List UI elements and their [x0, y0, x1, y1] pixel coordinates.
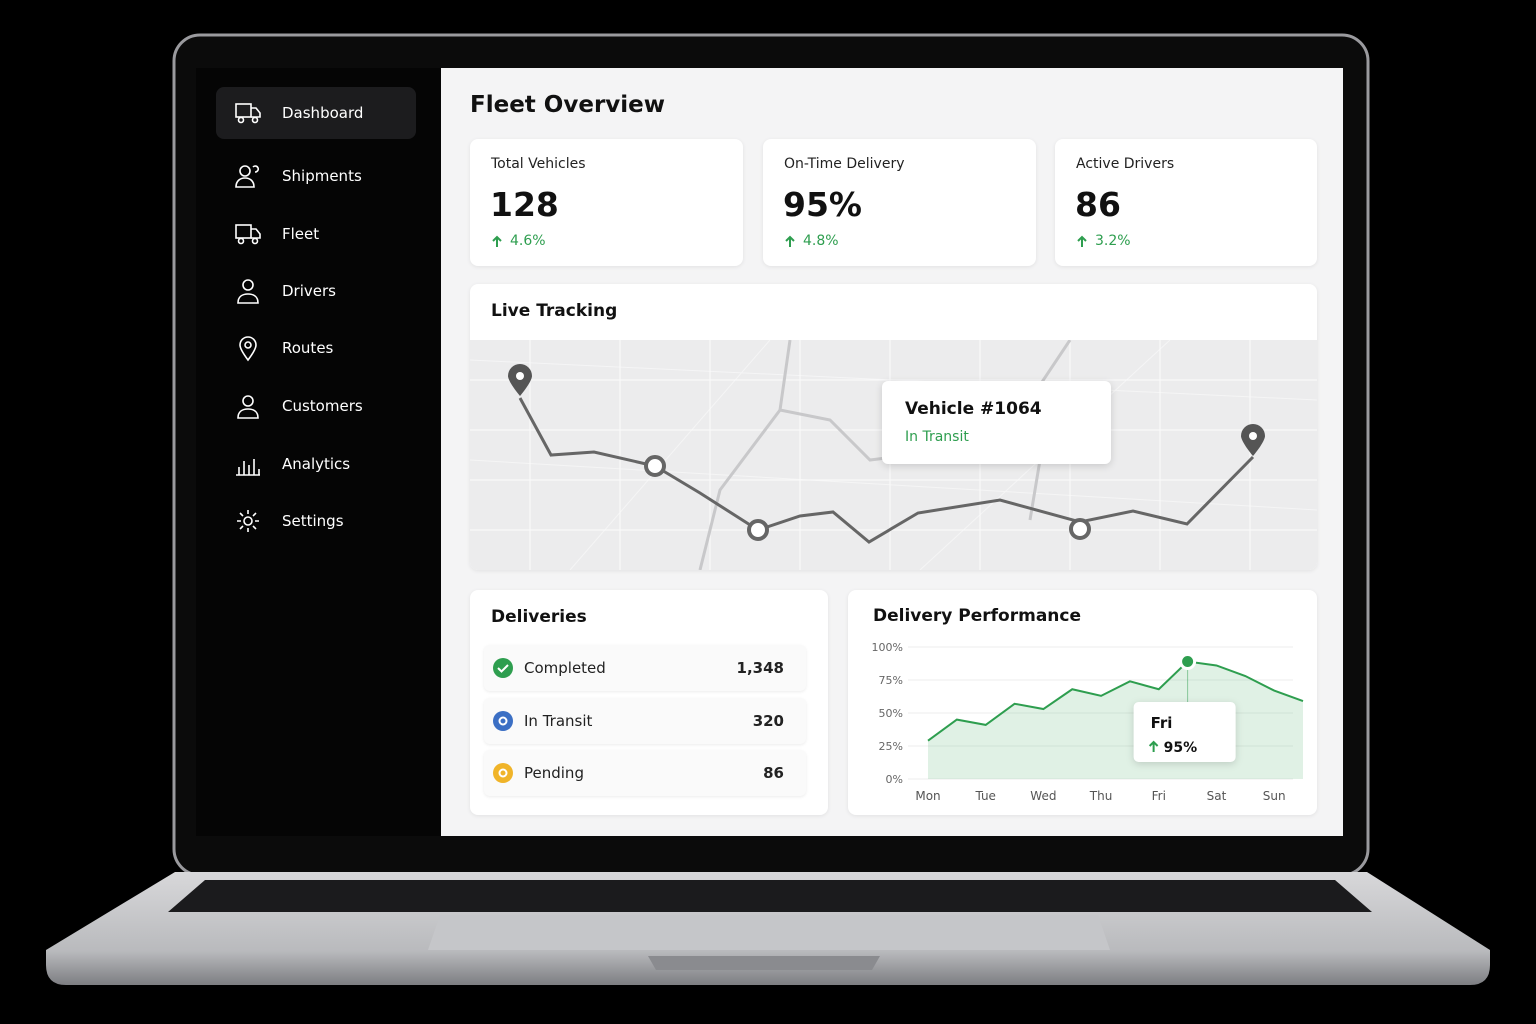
card-title: Live Tracking — [491, 301, 618, 321]
nav-label: Routes — [282, 339, 334, 357]
kpi-change: 3.2% — [1095, 233, 1131, 249]
icon — [235, 224, 261, 245]
y-tick-label: 75% — [879, 674, 903, 687]
icon — [1077, 235, 1087, 247]
vehicle-status: In Transit — [905, 429, 969, 445]
x-tick-label: Wed — [1030, 789, 1056, 803]
nav-item[interactable]: Analytics — [216, 438, 416, 490]
x-tick-label: Sat — [1207, 789, 1227, 803]
delivery-row[interactable]: Pending 86 — [484, 750, 806, 796]
nav-label: Settings — [282, 512, 344, 530]
kpi-card: Active Drivers 86 3.2% — [1055, 139, 1317, 266]
delivery-count: 86 — [763, 764, 784, 782]
icon — [235, 103, 261, 124]
icon — [236, 459, 260, 476]
icon — [493, 763, 513, 783]
icon — [492, 235, 502, 247]
kpi-value: 128 — [490, 185, 559, 224]
icon — [237, 279, 259, 304]
kpi-card: Total Vehicles 128 4.6% — [470, 139, 743, 266]
delivery-count: 1,348 — [736, 659, 784, 677]
nav-label: Drivers — [282, 282, 336, 300]
icon — [493, 658, 513, 678]
kpi-label: Active Drivers — [1076, 156, 1175, 172]
line-area — [928, 661, 1303, 779]
deliveries-card: Deliveries Completed 1,348 In Transit 320 Pe… — [470, 590, 828, 815]
sidebar — [196, 68, 441, 836]
y-tick-label: 50% — [879, 707, 903, 720]
kpi-value: 86 — [1075, 185, 1121, 224]
nav-item[interactable]: Shipments — [216, 150, 416, 202]
delivery-label: Completed — [524, 659, 606, 677]
nav-label: Customers — [282, 397, 363, 415]
nav-item[interactable]: Customers — [216, 380, 416, 432]
delivery-row[interactable]: Completed 1,348 — [484, 645, 806, 691]
line — [927, 660, 1304, 742]
icon — [237, 395, 259, 419]
kpi-label: On-Time Delivery — [784, 156, 905, 172]
x-tick-label: Mon — [915, 789, 940, 803]
x-tick-label: Sun — [1263, 789, 1286, 803]
x-tick-label: Tue — [974, 789, 996, 803]
card-title: Deliveries — [491, 607, 587, 627]
nav-item[interactable]: Fleet — [216, 208, 416, 260]
annotation-label: Fri — [1151, 714, 1173, 732]
page-title: Fleet Overview — [470, 92, 666, 118]
icon — [785, 235, 795, 247]
y-tick-label: 25% — [879, 740, 903, 753]
nav-label: Dashboard — [282, 104, 364, 122]
y-tick-label: 100% — [872, 641, 903, 654]
nav-label: Shipments — [282, 167, 362, 185]
annotation-arrow — [1148, 740, 1159, 752]
nav-item[interactable]: Routes — [216, 322, 416, 374]
tracking-card: Live Tracking Vehicle #1064 In Transit — [470, 284, 1317, 570]
delivery-count: 320 — [752, 711, 784, 730]
nav-item[interactable]: Settings — [216, 495, 416, 547]
chart: 0% 25% 50% 75% 100% Mon Tue Wed Thu Fri Sat Sun Fri 9… — [872, 641, 1304, 803]
x-tick-label: Thu — [1089, 789, 1113, 803]
annotation-text: 95% — [1164, 740, 1198, 756]
x-tick-label: Fri — [1152, 789, 1166, 803]
kpi-label: Total Vehicles — [491, 156, 586, 172]
nav-label: Analytics — [282, 455, 351, 473]
annotation-box — [1133, 702, 1236, 762]
icon — [235, 165, 259, 188]
y-tick-label: 0% — [886, 773, 903, 786]
icon — [237, 510, 259, 532]
kpi-card: On-Time Delivery 95% 4.8% — [763, 139, 1036, 266]
vehicle-popup[interactable]: Vehicle #1064 In Transit — [882, 381, 1111, 464]
nav-label: Fleet — [282, 225, 320, 243]
kpi-change: 4.8% — [803, 233, 839, 249]
performance-card: Delivery Performance 0% 25% 50% 75% 100% Mon T… — [848, 590, 1317, 815]
delivery-label: Pending — [524, 764, 584, 782]
delivery-label: In Transit — [524, 711, 593, 730]
icon — [493, 710, 513, 731]
icon — [239, 336, 257, 362]
kpi-change: 4.6% — [510, 233, 546, 249]
delivery-row[interactable]: In Transit 320 — [484, 697, 806, 744]
vehicle-id: Vehicle #1064 — [905, 399, 1042, 419]
highlight-point — [1179, 653, 1197, 671]
nav-item[interactable]: Dashboard — [216, 87, 416, 139]
chart-title: Delivery Performance — [873, 606, 1082, 626]
kpi-value: 95% — [783, 185, 862, 224]
nav-item[interactable]: Drivers — [216, 265, 416, 317]
